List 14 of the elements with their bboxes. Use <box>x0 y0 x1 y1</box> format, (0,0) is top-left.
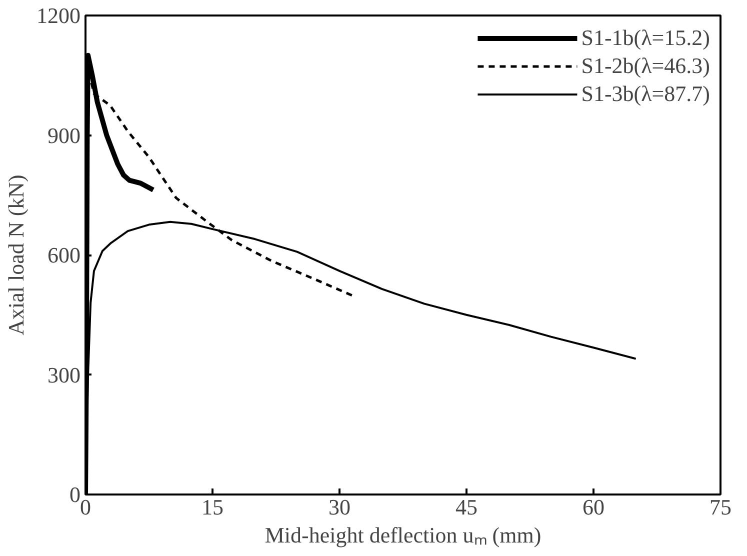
legend-label: S1-1b(λ=15.2) <box>581 25 710 51</box>
y-axis-title: Axial load N (kN) <box>4 174 28 336</box>
legend-label: S1-3b(λ=87.7) <box>581 81 710 107</box>
x-tick-label: 30 <box>328 494 350 520</box>
legend-label: S1-2b(λ=46.3) <box>581 53 710 79</box>
y-tick-label: 600 <box>48 242 80 268</box>
x-tick-label: 45 <box>456 494 478 520</box>
x-tick-label: 15 <box>202 494 224 520</box>
y-tick-label: 1200 <box>36 3 80 28</box>
x-axis-title: Mid-height deflection uₘ (mm) <box>264 522 542 548</box>
y-tick-label: 300 <box>48 362 80 388</box>
y-tick-label: 900 <box>48 122 80 148</box>
x-tick-label: 75 <box>710 494 732 520</box>
x-tick-label: 60 <box>582 494 604 520</box>
